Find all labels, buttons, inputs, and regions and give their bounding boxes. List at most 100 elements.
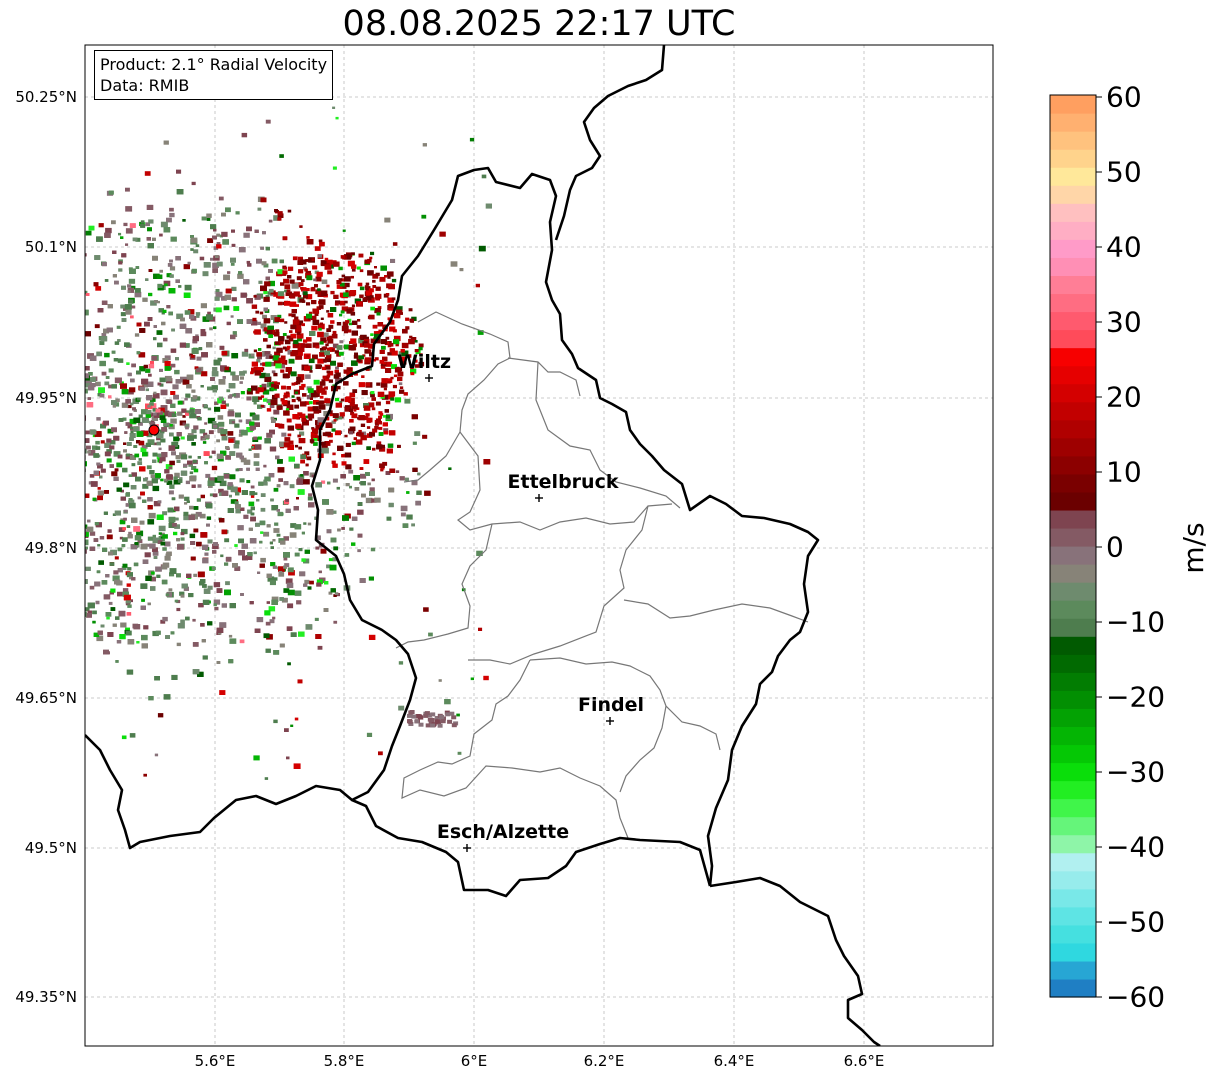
radar-echo-cell (164, 555, 171, 561)
radar-echo-cell (154, 676, 160, 681)
radar-echo-cell (24, 524, 29, 528)
radar-echo-cell (252, 414, 260, 421)
radar-echo-cell (89, 474, 95, 478)
radar-echo-cell (146, 432, 153, 438)
radar-echo-cell (23, 562, 29, 567)
radar-echo-cell (104, 279, 109, 282)
radar-echo-cell (232, 393, 236, 397)
radar-echo-cell (214, 401, 219, 405)
radar-echo-cell (309, 397, 313, 400)
radar-echo-cell (74, 426, 81, 431)
radar-echo-cell (314, 312, 319, 316)
radar-echo-cell (42, 408, 48, 413)
radar-echo-cell (123, 517, 127, 521)
radar-echo-cell (217, 357, 222, 362)
radar-echo-cell (95, 381, 101, 387)
radar-echo-cell (20, 456, 23, 459)
radar-echo-cell (87, 519, 91, 523)
radar-echo-cell (192, 642, 199, 647)
radar-echo-cell (76, 419, 80, 422)
radar-echo-cell (44, 470, 48, 474)
radar-echo-cell (298, 631, 305, 637)
radar-echo-cell (327, 313, 334, 318)
radar-echo-cell (200, 623, 205, 627)
radar-echo-cell (258, 280, 263, 284)
radar-echo-cell (39, 457, 44, 461)
radar-echo-cell (256, 617, 264, 623)
radar-echo-cell (163, 337, 168, 342)
radar-echo-cell (57, 498, 62, 502)
radar-echo-cell (139, 466, 146, 472)
radar-echo-cell (98, 387, 105, 393)
radar-echo-cell (306, 236, 310, 239)
radar-echo-cell (78, 412, 83, 416)
radar-echo-cell (0, 343, 6, 348)
radar-echo-cell (413, 359, 418, 363)
radar-echo-cell (331, 460, 336, 464)
radar-echo-cell (198, 347, 203, 351)
radar-echo-cell (67, 619, 71, 622)
radar-echo-cell (85, 309, 89, 316)
radar-echo-cell (326, 529, 332, 534)
radar-echo-cell (7, 412, 11, 415)
radar-echo-cell (124, 509, 128, 513)
radar-echo-cell (100, 468, 106, 473)
radar-echo-cell (116, 640, 122, 644)
radar-echo-cell (172, 523, 177, 527)
radar-echo-cell (123, 222, 128, 227)
radar-echo-cell (267, 576, 275, 582)
radar-echo-cell (36, 369, 41, 373)
radar-echo-cell (104, 490, 109, 494)
radar-echo-cell (290, 333, 297, 339)
radar-echo-cell (316, 579, 323, 585)
radar-echo-cell (6, 431, 9, 434)
radar-echo-cell (26, 283, 30, 287)
radar-echo-cell (73, 365, 78, 369)
radar-echo-cell (383, 430, 389, 435)
radar-echo-cell (86, 402, 94, 408)
radar-echo-cell (3, 525, 8, 529)
radar-echo-cell (318, 387, 326, 393)
radar-echo-cell (220, 404, 227, 409)
radar-echo-cell (351, 304, 356, 308)
radar-echo-cell (114, 280, 119, 285)
radar-echo-cell (20, 353, 25, 357)
radar-echo-cell (184, 502, 188, 505)
radar-echo-cell (89, 531, 96, 536)
radar-echo-cell (36, 369, 41, 373)
radar-echo-cell (260, 395, 265, 398)
radar-echo-cell (272, 346, 276, 350)
radar-echo-cell (361, 390, 368, 396)
radar-echo-cell (179, 477, 183, 480)
radar-echo-cell (278, 478, 283, 482)
radar-echo-cell (347, 318, 352, 322)
radar-echo-cell (62, 285, 67, 289)
radar-echo-cell (129, 223, 136, 228)
radar-echo-cell (125, 399, 131, 404)
radar-echo-cell (343, 292, 349, 297)
radar-echo-cell (330, 290, 335, 295)
radar-echo-cell (44, 470, 48, 474)
radar-echo-cell (374, 497, 381, 503)
radar-echo-cell (191, 348, 199, 354)
radar-echo-cell (10, 429, 13, 432)
radar-echo-cell (36, 295, 39, 297)
radar-echo-cell (10, 591, 14, 594)
radar-echo-cell (393, 313, 401, 319)
radar-echo-cell (307, 496, 313, 501)
radar-echo-cell (166, 217, 172, 223)
radar-echo-cell (97, 487, 101, 490)
radar-echo-cell (12, 574, 19, 580)
radar-echo-cell (168, 522, 175, 528)
radar-echo-cell (200, 303, 207, 309)
radar-echo-cell (397, 376, 403, 382)
radar-echo-cell (234, 440, 240, 445)
radar-echo-cell (214, 606, 219, 611)
radar-echo-cell (306, 395, 313, 400)
radar-echo-cell (173, 479, 181, 485)
radar-echo-cell (367, 258, 372, 263)
radar-echo-cell (121, 544, 126, 548)
radar-echo-cell (150, 474, 156, 478)
radar-echo-cell (18, 220, 24, 225)
radar-echo-cell (171, 441, 179, 448)
